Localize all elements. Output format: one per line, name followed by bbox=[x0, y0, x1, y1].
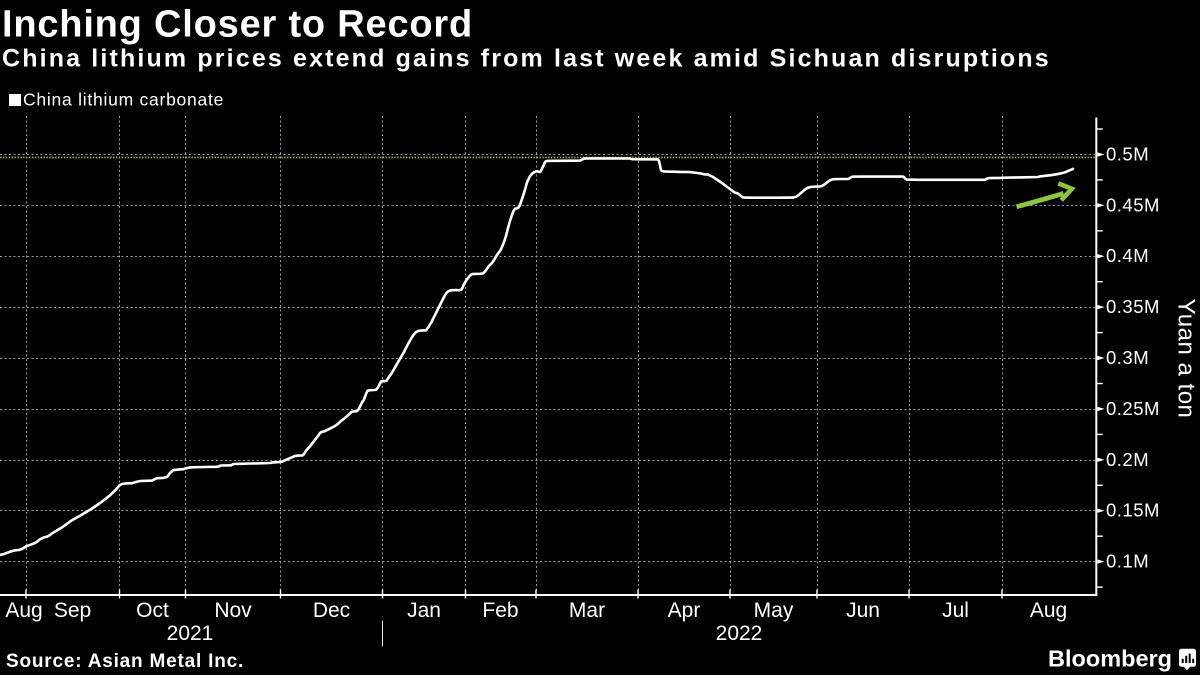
svg-text:0.15M: 0.15M bbox=[1106, 500, 1160, 521]
svg-text:0.25M: 0.25M bbox=[1106, 398, 1160, 419]
svg-text:Feb: Feb bbox=[482, 599, 518, 622]
svg-text:Nov: Nov bbox=[214, 599, 252, 622]
svg-text:2021: 2021 bbox=[167, 622, 214, 645]
svg-text:0.45M: 0.45M bbox=[1106, 194, 1160, 215]
svg-text:Source: Asian Metal Inc.: Source: Asian Metal Inc. bbox=[6, 651, 244, 672]
svg-text:Aug: Aug bbox=[5, 599, 42, 622]
svg-text:China lithium prices extend ga: China lithium prices extend gains from l… bbox=[2, 44, 1051, 72]
svg-text:Oct: Oct bbox=[136, 599, 169, 622]
svg-text:Yuan a ton: Yuan a ton bbox=[1173, 299, 1200, 419]
svg-text:Bloomberg: Bloomberg bbox=[1048, 646, 1172, 672]
svg-text:0.2M: 0.2M bbox=[1106, 449, 1149, 470]
svg-text:2022: 2022 bbox=[716, 622, 763, 645]
svg-text:Mar: Mar bbox=[569, 599, 605, 622]
svg-text:Aug: Aug bbox=[1030, 599, 1067, 622]
svg-text:Inching Closer to Record: Inching Closer to Record bbox=[2, 4, 473, 46]
svg-text:Apr: Apr bbox=[668, 599, 701, 622]
svg-text:0.1M: 0.1M bbox=[1106, 551, 1149, 572]
svg-text:Dec: Dec bbox=[313, 599, 350, 622]
svg-text:May: May bbox=[754, 599, 794, 622]
svg-text:Jul: Jul bbox=[942, 599, 969, 622]
svg-text:0.4M: 0.4M bbox=[1106, 245, 1149, 266]
svg-text:China lithium carbonate: China lithium carbonate bbox=[23, 90, 224, 110]
svg-text:0.35M: 0.35M bbox=[1106, 296, 1160, 317]
svg-text:Sep: Sep bbox=[54, 599, 91, 622]
svg-text:Jan: Jan bbox=[407, 599, 441, 622]
svg-text:0.5M: 0.5M bbox=[1106, 144, 1149, 165]
svg-text:0.3M: 0.3M bbox=[1106, 347, 1149, 368]
svg-text:Jun: Jun bbox=[846, 599, 880, 622]
